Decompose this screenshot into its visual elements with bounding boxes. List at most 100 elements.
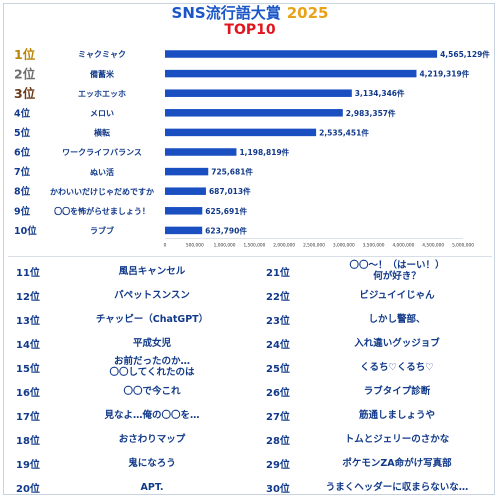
rank-label: 3位 bbox=[14, 86, 36, 101]
ranking-term: うまくヘッダーに収まらないな… bbox=[325, 481, 469, 493]
ranking-term: 見なよ…俺の〇〇を… bbox=[104, 409, 200, 421]
ranking-row: 26位 ラブタイプ診断 bbox=[250, 380, 490, 402]
ranking-row: 24位 入れ違いグッジョブ bbox=[250, 332, 490, 354]
ranking-term: 鬼になろう bbox=[128, 457, 176, 469]
bar bbox=[165, 50, 438, 58]
bar bbox=[165, 148, 237, 156]
x-tick-label: 4,000,000 bbox=[392, 242, 414, 248]
ranking-row: 20位 APT. bbox=[0, 476, 250, 498]
ranking-rank: 15位 bbox=[16, 363, 40, 375]
top10-bar-chart: 1位 ミャクミャク 4,565,129件 2位 備蓄米 4,219,319件 3位 エッホエッ… bbox=[14, 47, 490, 248]
ranking-term: ビジュイイじゃん bbox=[359, 289, 435, 301]
value-label: 625,691件 bbox=[205, 206, 247, 216]
category-label: ミャクミャク bbox=[78, 49, 126, 59]
bar bbox=[165, 226, 203, 235]
ranking-term: ポケモンZA命がけ写真部 bbox=[342, 457, 452, 469]
ranking-rank: 23位 bbox=[266, 315, 290, 327]
ranking-rank: 27位 bbox=[266, 411, 290, 423]
ranking-rank: 18位 bbox=[16, 435, 40, 447]
value-label: 4,565,129件 bbox=[440, 49, 490, 59]
ranking-row: 27位 筋通しましょうや bbox=[250, 404, 490, 426]
ranking-rank: 24位 bbox=[266, 339, 290, 351]
bar bbox=[165, 109, 343, 117]
ranking-rank: 14位 bbox=[16, 339, 40, 351]
ranking-row: 12位 パペットスンスン bbox=[0, 284, 250, 306]
x-tick-label: 1,000,000 bbox=[214, 242, 236, 248]
ranking-term: 筋通しましょうや bbox=[358, 409, 435, 421]
x-tick-label: 3,500,000 bbox=[363, 242, 385, 248]
ranking-rank: 30位 bbox=[266, 483, 290, 495]
ranking-row: 11位 風呂キャンセル bbox=[0, 260, 250, 282]
bar bbox=[165, 69, 417, 78]
value-label: 623,790件 bbox=[205, 225, 247, 235]
rank-label: 8位 bbox=[14, 186, 31, 198]
bar bbox=[165, 207, 203, 215]
category-label: 〇〇を怖がらせましょう！ bbox=[54, 206, 150, 216]
ranking-term: おさわりマップ bbox=[118, 433, 186, 445]
rank-label: 9位 bbox=[14, 205, 31, 217]
ranking-row: 23位 しかし警部、 bbox=[250, 308, 490, 330]
value-label: 2,983,357件 bbox=[346, 108, 396, 118]
rank-label: 5位 bbox=[14, 127, 31, 139]
ranking-rank: 11位 bbox=[16, 267, 40, 279]
ranking-rank: 22位 bbox=[266, 291, 290, 303]
ranking-rank: 19位 bbox=[16, 459, 40, 471]
ranking-term: 〇〇で今これ bbox=[123, 385, 181, 397]
x-tick-label: 3,000,000 bbox=[333, 242, 355, 248]
poster-frame bbox=[3, 3, 495, 495]
ranking-row: 17位 見なよ…俺の〇〇を… bbox=[0, 404, 250, 426]
rank-label: 4位 bbox=[14, 107, 31, 119]
ranking-rank: 13位 bbox=[16, 315, 40, 327]
rank-label: 10位 bbox=[14, 225, 37, 237]
ranking-row: 14位 平成女児 bbox=[0, 332, 250, 354]
bar bbox=[165, 89, 352, 97]
x-tick-label: 5,000,000 bbox=[452, 242, 474, 248]
value-label: 687,013件 bbox=[209, 186, 251, 196]
ranking-term: APT. bbox=[140, 481, 164, 493]
bar bbox=[165, 128, 317, 137]
category-label: ぬい活 bbox=[90, 167, 114, 177]
ranking-term: トムとジェリーのさかな bbox=[344, 433, 450, 445]
category-label: エッホエッホ bbox=[78, 89, 126, 98]
rank-label: 6位 bbox=[14, 147, 31, 159]
x-tick-label: 2,000,000 bbox=[273, 242, 295, 248]
rank-label: 2位 bbox=[14, 67, 36, 82]
ranking-term: チャッピー（ChatGPT） bbox=[95, 313, 209, 325]
ranking-term: パペットスンスン bbox=[114, 289, 190, 301]
ranking-term: 〇〇～！（はーい！） 何が好き？ bbox=[349, 260, 445, 282]
title-text: SNS流行語大賞 bbox=[171, 4, 281, 22]
category-label: かわいいだけじゃだめですか bbox=[50, 187, 154, 196]
x-tick-label: 4,500,000 bbox=[422, 242, 444, 248]
ranking-row: 18位 おさわりマップ bbox=[0, 428, 250, 450]
category-label: ラブブ bbox=[90, 226, 114, 236]
value-label: 1,198,819件 bbox=[239, 147, 289, 157]
section-divider bbox=[8, 256, 492, 257]
ranking-rank: 21位 bbox=[266, 267, 290, 279]
value-label: 725,681件 bbox=[211, 167, 253, 177]
category-label: ワークライフバランス bbox=[62, 147, 142, 157]
ranking-rank: 29位 bbox=[266, 459, 290, 471]
ranking-row: 28位 トムとジェリーのさかな bbox=[250, 428, 490, 450]
ranking-row: 30位 うまくヘッダーに収まらないな… bbox=[250, 476, 490, 498]
value-label: 4,219,319件 bbox=[419, 69, 469, 79]
ranking-row: 16位 〇〇で今これ bbox=[0, 380, 250, 402]
ranking-rank: 12位 bbox=[16, 291, 40, 303]
rank-label: 7位 bbox=[14, 166, 31, 178]
x-tick-label: 1,500,000 bbox=[243, 242, 265, 248]
title-year: 2025 bbox=[286, 4, 329, 22]
ranking-term: 風呂キャンセル bbox=[118, 265, 186, 277]
ranking-term: 入れ違いグッジョブ bbox=[354, 337, 440, 349]
ranking-rank: 28位 bbox=[266, 435, 290, 447]
value-label: 3,134,346件 bbox=[355, 88, 405, 98]
ranking-row: 29位 ポケモンZA命がけ写真部 bbox=[250, 452, 490, 474]
ranking-term: しかし警部、 bbox=[368, 313, 426, 325]
ranking-rank: 25位 bbox=[266, 363, 290, 375]
ranking-term: ラブタイプ診断 bbox=[363, 385, 431, 397]
ranking-term: くるち♡くるち♡ bbox=[360, 361, 434, 373]
chart-title: SNS流行語大賞 2025 bbox=[0, 5, 500, 22]
ranking-row: 25位 くるち♡くるち♡ bbox=[250, 356, 490, 378]
ranking-row: 21位 〇〇～！（はーい！） 何が好き？ bbox=[250, 260, 490, 282]
ranking-11-30: 11位 風呂キャンセル 12位 パペットスンスン 13位 チャッピー（ChatGPT） 14… bbox=[0, 258, 500, 498]
ranking-row: 19位 鬼になろう bbox=[0, 452, 250, 474]
category-label: 横転 bbox=[94, 128, 110, 138]
